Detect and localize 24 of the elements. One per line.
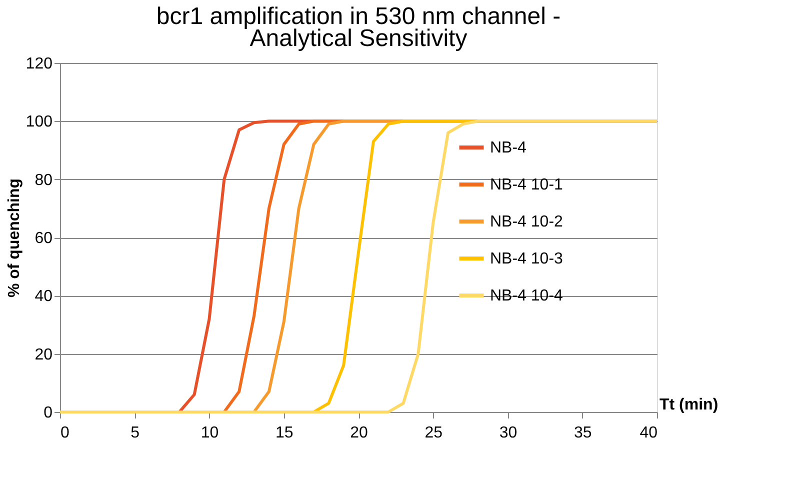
y-tick-label: 80 <box>34 172 53 189</box>
legend-label: NB-4 10-3 <box>490 250 564 268</box>
x-tick-label: 5 <box>130 424 140 442</box>
x-tick-label: 40 <box>640 424 658 442</box>
x-tick-label: 35 <box>574 424 592 442</box>
x-tick-label: 20 <box>350 424 368 442</box>
x-tick-label: 25 <box>424 424 443 442</box>
y-tick-label: 60 <box>34 230 53 247</box>
y-tick-label: 120 <box>26 56 53 72</box>
y-tick-label: 100 <box>26 114 53 131</box>
x-tick-label: 10 <box>200 424 219 442</box>
x-axis-title: Tt (min) <box>660 396 718 414</box>
legend-label: NB-4 <box>490 140 527 156</box>
y-axis-title: % of quenching <box>6 178 23 298</box>
legend-label: NB-4 10-1 <box>490 176 564 194</box>
y-tick-label: 40 <box>34 288 53 306</box>
x-tick-label: 15 <box>275 424 294 442</box>
x-tick-label: 30 <box>499 424 518 442</box>
y-tick-label: 20 <box>34 346 53 364</box>
legend-label: NB-4 10-4 <box>490 288 564 304</box>
legend-label: NB-4 10-2 <box>490 214 564 230</box>
y-tick-label: 0 <box>44 404 53 422</box>
chart-title: bcr1 amplification in 530 nm channel - Analytical Sensitivity <box>156 3 561 52</box>
x-tick-label: 0 <box>60 424 70 442</box>
